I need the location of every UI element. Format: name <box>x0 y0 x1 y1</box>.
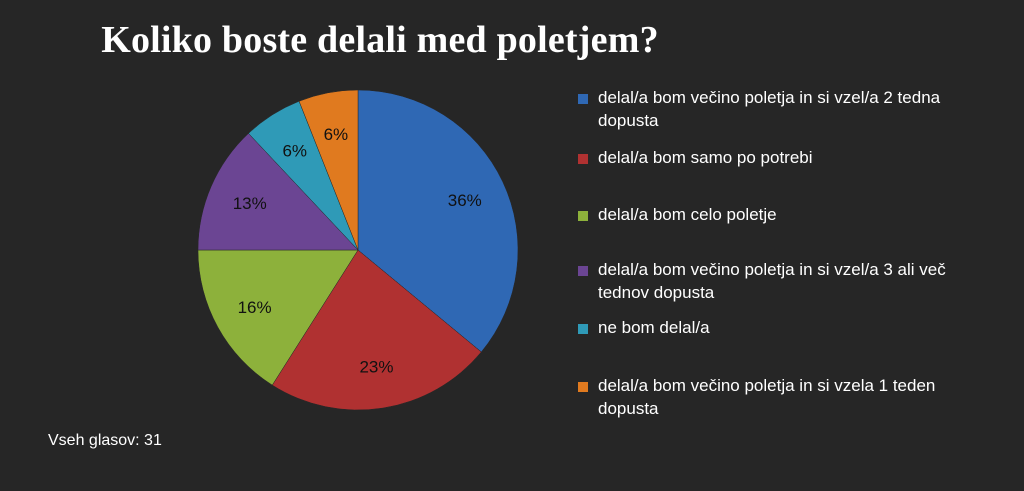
pie-slice <box>357 89 519 353</box>
slice-data-label: 23% <box>359 358 393 377</box>
legend-label: delal/a bom večino poletja in si vzel/a … <box>598 260 946 302</box>
legend-item: ne bom delal/a <box>578 316 948 339</box>
legend-swatch <box>578 324 588 334</box>
legend-label: delal/a bom samo po potrebi <box>598 148 813 167</box>
pie-slice <box>197 249 359 386</box>
slice-data-label: 6% <box>324 125 349 144</box>
legend-label: delal/a bom celo poletje <box>598 205 777 224</box>
legend-item: delal/a bom večino poletja in si vzel/a … <box>578 86 948 132</box>
legend-item: delal/a bom večino poletja in si vzela 1… <box>578 374 948 420</box>
chart-title: Koliko boste delali med poletjem? <box>101 19 659 61</box>
legend-swatch <box>578 382 588 392</box>
legend-swatch <box>578 94 588 104</box>
legend-label: ne bom delal/a <box>598 318 710 337</box>
legend-item: delal/a bom večino poletja in si vzel/a … <box>578 258 948 304</box>
legend-item: delal/a bom samo po potrebi <box>578 146 948 169</box>
legend-swatch <box>578 211 588 221</box>
total-votes-label: Vseh glasov: 31 <box>48 432 162 449</box>
pie-slice <box>298 89 359 251</box>
legend-swatch <box>578 266 588 276</box>
pie-slice <box>197 133 359 251</box>
legend-label: delal/a bom večino poletja in si vzela 1… <box>598 376 936 418</box>
legend-swatch <box>578 154 588 164</box>
slice-data-label: 13% <box>233 194 267 213</box>
chart-legend: delal/a bom večino poletja in si vzel/a … <box>578 86 946 426</box>
legend-item: delal/a bom celo poletje <box>578 203 948 226</box>
slice-data-label: 36% <box>448 191 482 210</box>
pie-slice <box>271 249 482 411</box>
slice-data-label: 6% <box>282 141 307 160</box>
slice-data-label: 16% <box>238 298 272 317</box>
legend-label: delal/a bom večino poletja in si vzel/a … <box>598 88 941 130</box>
